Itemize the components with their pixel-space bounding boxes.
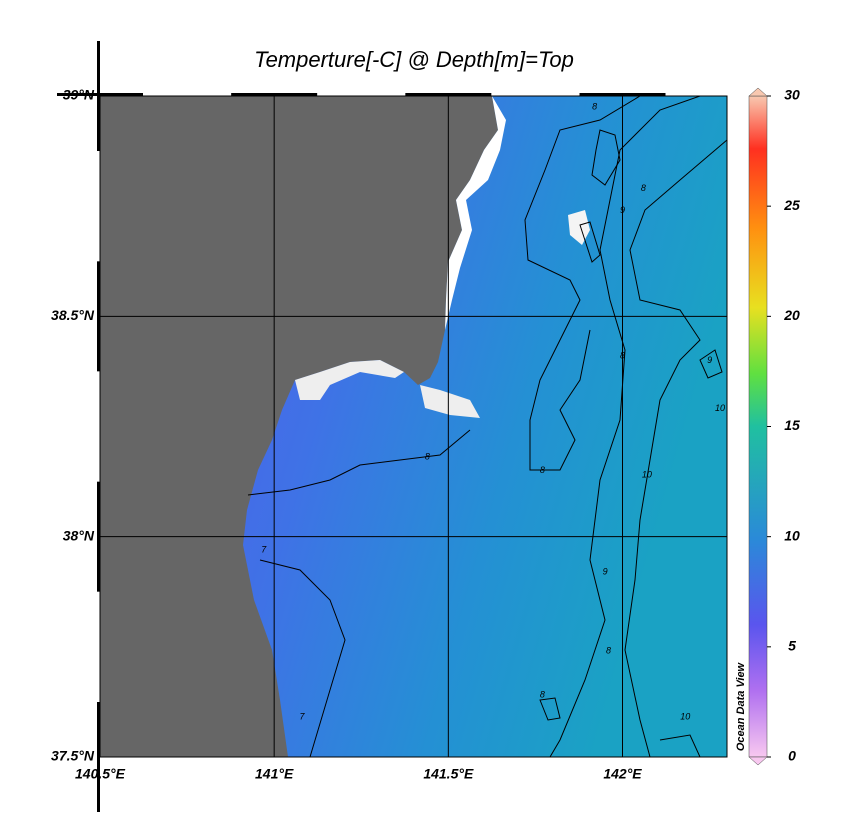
colorbar-tick-label: 20 <box>783 307 800 323</box>
contour-label: 10 <box>715 403 725 413</box>
y-tick-label: 38°N <box>63 527 95 543</box>
contour-label: 9 <box>620 205 625 215</box>
shore-gap <box>445 96 506 330</box>
colorbar-label: Ocean Data View <box>735 661 747 751</box>
tick-bar <box>97 481 100 592</box>
land <box>100 96 498 757</box>
contour-label: 8 <box>592 101 597 111</box>
tick-bar <box>97 41 100 151</box>
colorbar-tick-label: 0 <box>788 748 796 764</box>
map-area <box>100 96 727 757</box>
tick-bar <box>405 93 492 96</box>
colorbar-ticks: 0 5 10 15 20 25 30 <box>767 87 800 764</box>
contour-line <box>539 129 723 757</box>
colorbar-tick-label: 10 <box>784 527 800 543</box>
y-tick-label: 38.5°N <box>51 307 95 323</box>
y-tick-label: 39°N <box>63 87 95 103</box>
no-data-patch <box>568 210 590 245</box>
contour-label: 8 <box>540 465 545 475</box>
contour-line <box>524 96 641 471</box>
contour-line <box>259 559 346 757</box>
tick-bar <box>97 261 100 372</box>
colorbar-tick-label: 25 <box>783 197 800 213</box>
tick-bar <box>231 93 318 96</box>
contour-label: 7 <box>261 544 267 554</box>
contour-label: 8 <box>606 646 611 656</box>
colorbar-tick-label: 5 <box>788 638 796 654</box>
map-title: Temperture[-C] @ Depth[m]=Top <box>254 47 574 72</box>
contour-label: 8 <box>620 350 625 360</box>
contour-label: 8 <box>425 452 430 462</box>
colorbar <box>748 95 768 758</box>
graticule: 140.5°E 141°E 141.5°E 142°E 37.5°N 38°N 38.5°N… <box>51 41 727 812</box>
x-tick-label: 140.5°E <box>75 766 126 782</box>
tick-bar <box>579 93 666 96</box>
colorbar-tick-label: 15 <box>784 417 800 433</box>
contour-label: 7 <box>300 712 306 722</box>
x-tick-label: 141.5°E <box>423 766 474 782</box>
colorbar-tick-label: 30 <box>784 87 800 103</box>
contour-line <box>247 429 471 496</box>
colorbar-cap <box>748 87 768 97</box>
contour-label: 9 <box>707 355 712 365</box>
contour-label: 9 <box>603 566 608 576</box>
tick-bar <box>97 702 100 812</box>
contour-label: 8 <box>641 183 646 193</box>
x-tick-label: 141°E <box>255 766 294 782</box>
colorbar-cap <box>748 756 768 766</box>
contour-labels: 8 8 9 8 8 8 10 9 10 9 8 8 10 7 7 <box>261 101 725 721</box>
y-tick-label: 37.5°N <box>51 748 95 764</box>
contour-line <box>624 139 727 757</box>
contour-label: 10 <box>680 712 690 722</box>
x-tick-label: 142°E <box>603 766 642 782</box>
contour-label: 10 <box>642 469 652 479</box>
shore-gap <box>295 360 480 418</box>
contour-label: 8 <box>540 690 545 700</box>
